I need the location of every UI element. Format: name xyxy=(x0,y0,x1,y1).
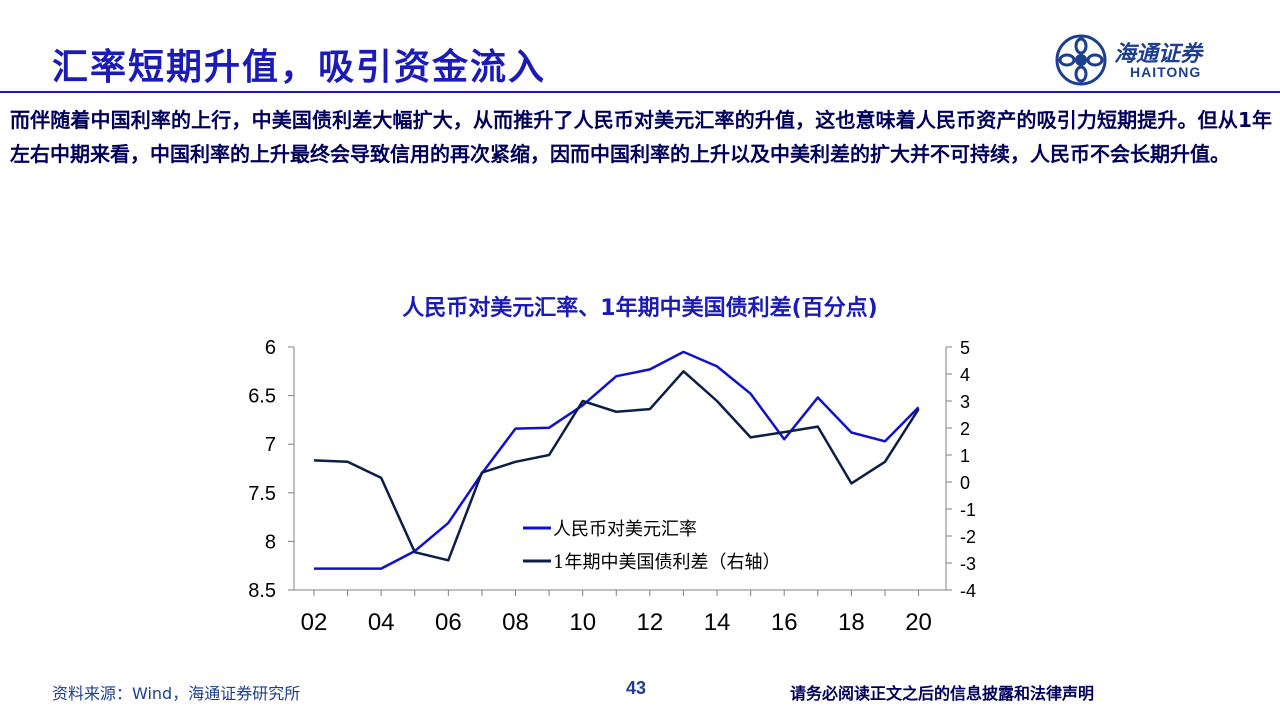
x-axis-tick-label: 02 xyxy=(301,609,328,636)
x-axis-tick-label: 06 xyxy=(435,609,462,636)
legend-label-spread: 1年期中美国债利差（右轴） xyxy=(553,552,780,573)
chart-title: 人民币对美元汇率、1年期中美国债利差(百分点) xyxy=(402,296,878,321)
footer-disclaimer[interactable]: 请务必阅读正文之后的信息披露和法律声明 xyxy=(790,684,1095,703)
x-axis-tick-label: 10 xyxy=(569,609,596,636)
page-number: 43 xyxy=(626,678,647,698)
left-axis-tick-label: 7.5 xyxy=(248,483,276,505)
right-axis-tick-label: -3 xyxy=(960,554,976,574)
x-axis-tick-label: 14 xyxy=(704,609,731,636)
logo-text-chinese: 海通证券 xyxy=(1114,41,1203,67)
right-axis-tick-label: 2 xyxy=(960,419,970,439)
footer-source: 资料来源：Wind，海通证券研究所 xyxy=(52,684,301,703)
left-axis-tick-label: 8.5 xyxy=(248,580,276,602)
right-axis-tick-label: 0 xyxy=(960,473,970,493)
right-axis-tick-label: -2 xyxy=(960,527,976,547)
right-axis-tick-label: 1 xyxy=(960,446,970,466)
haitong-logo-icon xyxy=(1055,34,1107,86)
right-axis-tick-label: 5 xyxy=(960,338,970,358)
x-axis-tick-label: 12 xyxy=(637,609,664,636)
right-axis-tick-label: 3 xyxy=(960,392,970,412)
x-axis-tick-label: 18 xyxy=(838,609,865,636)
right-axis-tick-label: -4 xyxy=(960,581,976,601)
title-divider xyxy=(0,91,1280,93)
left-axis-tick-label: 7 xyxy=(265,434,276,456)
logo-text-english: HAITONG xyxy=(1130,64,1202,80)
company-logo: 海通证券 HAITONG xyxy=(1052,34,1252,86)
series-line-spread xyxy=(313,370,920,562)
x-axis-tick-label: 04 xyxy=(368,609,395,636)
summary-paragraph: 而伴随着中国利率的上行，中美国债利差大幅扩大，从而推升了人民币对美元汇率的升值，… xyxy=(10,108,1272,166)
legend-label-exchange-rate: 人民币对美元汇率 xyxy=(553,519,697,540)
x-axis-tick-label: 16 xyxy=(771,609,798,636)
page-title: 汇率短期升值，吸引资金流入 xyxy=(52,47,547,88)
right-axis-tick-label: 4 xyxy=(960,365,970,385)
x-axis-tick-label: 08 xyxy=(502,609,529,636)
left-axis-tick-label: 6 xyxy=(265,337,276,359)
left-axis-tick-label: 8 xyxy=(265,531,276,553)
right-axis-tick-label: -1 xyxy=(960,500,976,520)
x-axis-tick-label: 20 xyxy=(905,609,932,636)
left-axis-tick-label: 6.5 xyxy=(248,386,276,408)
